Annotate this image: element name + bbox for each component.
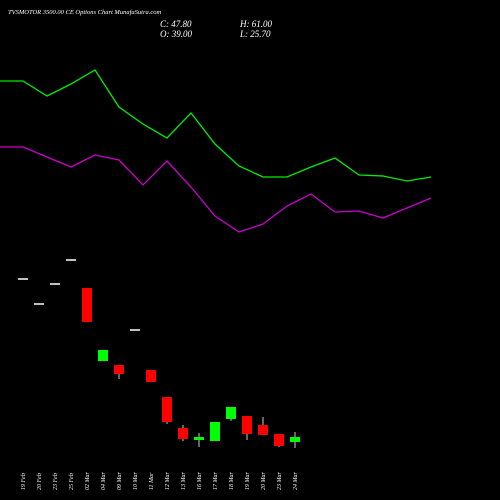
x-tick-label: 13 Mar	[181, 472, 187, 490]
x-tick-label: 20 Feb	[37, 473, 43, 490]
candle-body	[50, 283, 60, 285]
candle-body	[242, 416, 252, 434]
candle-body	[194, 437, 204, 440]
candle-body	[226, 407, 236, 419]
candle-body	[34, 303, 44, 305]
stat: H: 61.00	[239, 19, 272, 29]
x-tick-label: 16 Mar	[197, 472, 203, 490]
chart-title: TVSMOTOR 3500.00 CE Options Chart Munafa…	[8, 9, 161, 16]
stat: O: 39.00	[160, 29, 192, 39]
x-tick-label: 12 Mar	[165, 472, 171, 490]
candle-body	[114, 365, 124, 374]
x-tick-label: 20 Mar	[261, 472, 267, 490]
candle-body	[178, 428, 188, 439]
candle-body	[210, 422, 220, 441]
candle-body	[162, 397, 172, 422]
line-series	[0, 146, 432, 233]
candle-body	[258, 425, 268, 435]
x-tick-label: 04 Mar	[100, 472, 107, 490]
candle-body	[18, 278, 28, 280]
x-tick-label: 18 Mar	[229, 472, 235, 490]
x-tick-label: 23 Mar	[277, 472, 283, 490]
stat: C: 47.80	[160, 19, 192, 29]
stat: L: 25.70	[239, 29, 271, 39]
candle-body	[82, 288, 92, 322]
candle-body	[290, 437, 300, 442]
x-tick-label: 24 Mar	[292, 472, 299, 490]
line-series	[0, 69, 432, 182]
x-tick-label: 19 Feb	[21, 473, 27, 490]
x-tick-label: 10 Mar	[133, 472, 139, 490]
candle-body	[66, 259, 76, 261]
x-tick-label: 11 Mar	[149, 472, 155, 490]
candle-body	[146, 370, 156, 382]
x-tick-label: 02 Mar	[85, 472, 91, 490]
x-tick-label: 09 Mar	[117, 472, 123, 490]
x-tick-label: 23 Feb	[53, 473, 59, 490]
x-tick-label: 17 Mar	[213, 472, 219, 490]
candle-body	[98, 350, 108, 361]
candle-body	[274, 434, 284, 446]
x-tick-label: 25 Feb	[69, 473, 75, 490]
x-tick-label: 19 Mar	[245, 472, 251, 490]
candle-body	[130, 329, 140, 331]
